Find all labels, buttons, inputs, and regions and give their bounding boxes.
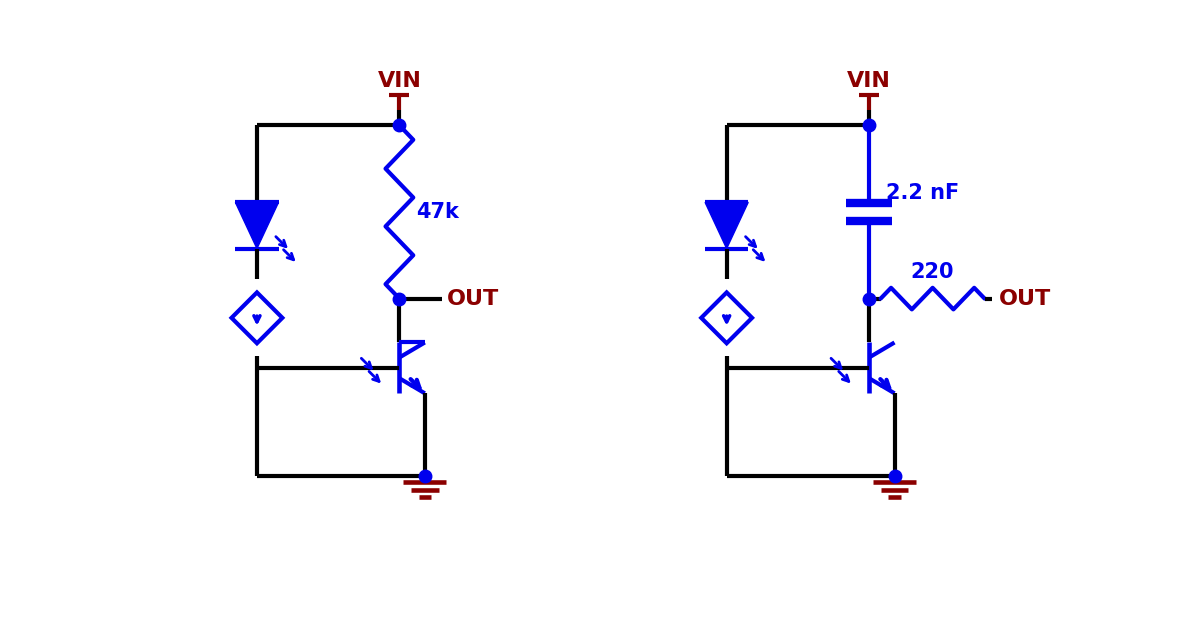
Polygon shape bbox=[706, 202, 749, 248]
Text: VIN: VIN bbox=[378, 71, 421, 91]
Text: 2.2 nF: 2.2 nF bbox=[886, 183, 959, 202]
Text: 220: 220 bbox=[911, 261, 954, 282]
Text: 47k: 47k bbox=[416, 202, 460, 222]
Polygon shape bbox=[235, 202, 278, 248]
Text: VIN: VIN bbox=[847, 71, 892, 91]
Polygon shape bbox=[701, 292, 752, 343]
Text: OUT: OUT bbox=[998, 289, 1051, 309]
Text: OUT: OUT bbox=[448, 289, 499, 309]
Polygon shape bbox=[232, 292, 282, 343]
